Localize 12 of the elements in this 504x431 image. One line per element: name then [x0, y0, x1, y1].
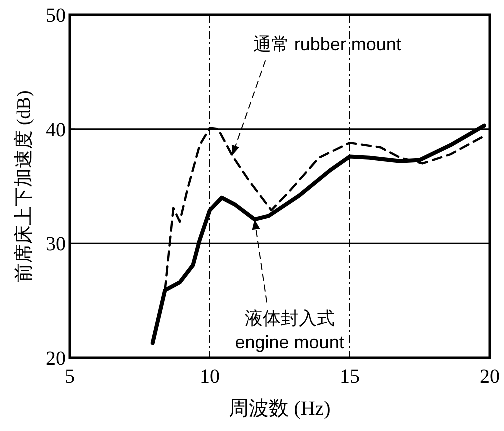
x-tick-label: 15 — [340, 366, 360, 388]
x-axis-title: 周波数 (Hz) — [229, 398, 331, 420]
y-tick-label: 40 — [46, 119, 66, 142]
x-tick-label: 10 — [200, 366, 220, 388]
y-tick-label: 20 — [46, 348, 66, 370]
y-tick-label: 50 — [46, 5, 66, 27]
annotation: 通常 rubber mount — [253, 34, 402, 55]
annotation: 液体封入式 engine mount — [235, 308, 344, 353]
y-tick-label: 30 — [46, 234, 66, 256]
x-tick-label: 20 — [480, 366, 500, 388]
y-axis-title: 前席床上下加速度 (dB) — [13, 90, 35, 282]
x-tick-label: 5 — [65, 366, 75, 388]
